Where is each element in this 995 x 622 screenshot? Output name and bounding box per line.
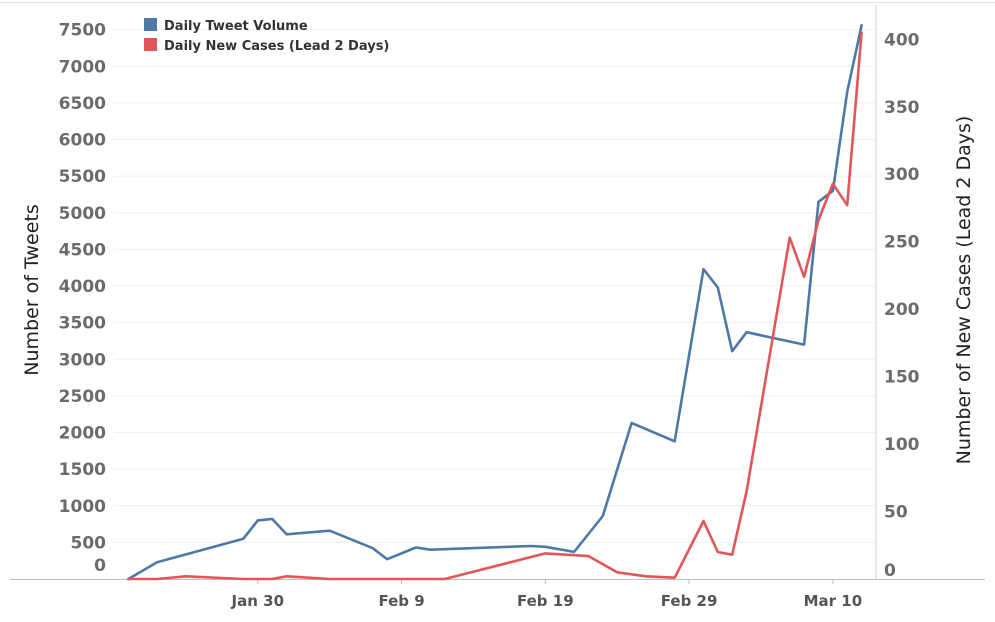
y-tick-label: 3000 bbox=[59, 350, 106, 370]
legend-item-new-cases: Daily New Cases (Lead 2 Days) bbox=[144, 38, 389, 54]
y2-tick-label: 50 bbox=[884, 503, 908, 523]
left-axis-tick-labels: 0 500 1000 1500 2000 2500 3000 3500 4000 4500 5000… bbox=[59, 21, 106, 576]
y-tick-label: 2500 bbox=[59, 387, 106, 407]
y2-tick-label: 350 bbox=[884, 98, 920, 118]
y-tick-label: 3500 bbox=[59, 314, 106, 334]
series-lines bbox=[127, 24, 863, 581]
y2-tick-label: 400 bbox=[884, 30, 920, 50]
x-axis-tick-labels: Jan 30 Feb 9 Feb 19 Feb 29 Mar 10 bbox=[231, 579, 863, 610]
y-tick-label: 7000 bbox=[59, 57, 106, 77]
legend-swatch-new-cases bbox=[144, 38, 157, 51]
right-axis-tick-labels: 0 50 100 150 200 250 300 350 400 bbox=[884, 30, 920, 581]
series-line-new-cases bbox=[127, 31, 863, 581]
y-tick-label: 5500 bbox=[59, 167, 106, 187]
legend-label-tweet-volume: Daily Tweet Volume bbox=[164, 19, 308, 34]
x-tick-label: Jan 30 bbox=[231, 592, 284, 610]
y-tick-label: 6500 bbox=[59, 94, 106, 114]
x-tick-label: Feb 9 bbox=[378, 592, 424, 610]
y2-tick-label: 300 bbox=[884, 165, 920, 185]
y-tick-label: 5000 bbox=[59, 204, 106, 224]
y-tick-label: 4000 bbox=[59, 277, 106, 297]
legend-swatch-tweet-volume bbox=[144, 18, 157, 31]
left-axis-title: Number of Tweets bbox=[21, 204, 43, 375]
legend: Daily Tweet Volume Daily New Cases (Lead… bbox=[144, 18, 389, 54]
y2-tick-label: 150 bbox=[884, 368, 920, 388]
y2-tick-label: 250 bbox=[884, 233, 920, 253]
axes bbox=[0, 2, 995, 580]
y-tick-label: 6000 bbox=[59, 131, 106, 151]
y-tick-label: 1500 bbox=[59, 460, 106, 480]
y-tick-label: 4500 bbox=[59, 240, 106, 260]
gridlines bbox=[114, 29, 876, 543]
y-tick-label: 7500 bbox=[59, 21, 106, 41]
x-tick-label: Feb 29 bbox=[661, 592, 718, 610]
series-line-tweet-volume bbox=[127, 24, 863, 581]
y2-tick-label: 200 bbox=[884, 300, 920, 320]
x-tick-label: Mar 10 bbox=[804, 592, 863, 610]
right-axis-title: Number of New Cases (Lead 2 Days) bbox=[953, 116, 975, 465]
legend-item-tweet-volume: Daily Tweet Volume bbox=[144, 18, 308, 34]
y-tick-label: 2000 bbox=[59, 424, 106, 444]
y-tick-label: 500 bbox=[71, 533, 107, 553]
y2-tick-label: 100 bbox=[884, 435, 920, 455]
legend-label-new-cases: Daily New Cases (Lead 2 Days) bbox=[164, 39, 389, 54]
y2-tick-label: 0 bbox=[884, 561, 896, 581]
y-tick-label: 0 bbox=[94, 556, 106, 576]
x-tick-label: Feb 19 bbox=[517, 592, 574, 610]
y-tick-label: 1000 bbox=[59, 497, 106, 517]
